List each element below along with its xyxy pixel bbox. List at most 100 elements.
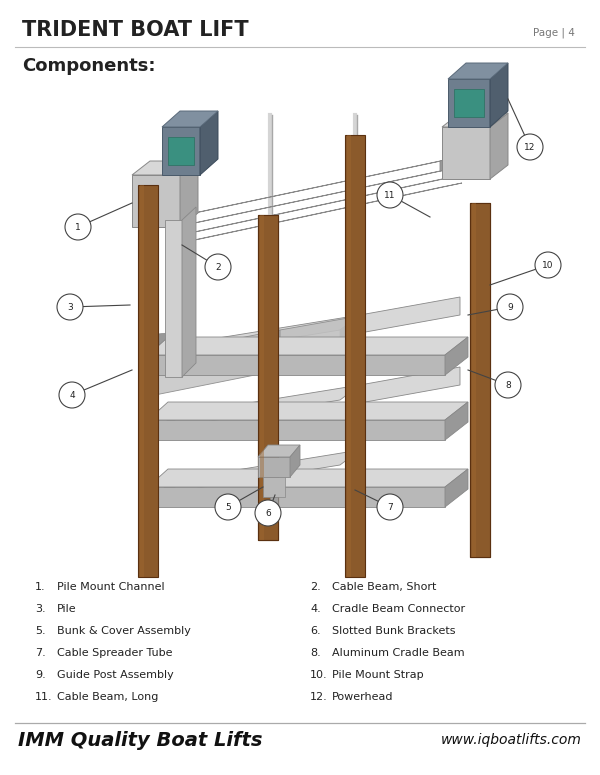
Text: www.iqboatlifts.com: www.iqboatlifts.com (441, 733, 582, 747)
Text: 6: 6 (265, 508, 271, 518)
Polygon shape (175, 157, 460, 217)
Text: Cradle Beam Connector: Cradle Beam Connector (332, 604, 465, 614)
Polygon shape (258, 215, 278, 540)
Polygon shape (454, 89, 484, 117)
Text: 12.: 12. (310, 692, 328, 702)
Text: 9: 9 (507, 302, 513, 312)
Polygon shape (440, 157, 460, 171)
Text: 12: 12 (524, 143, 536, 151)
Polygon shape (165, 220, 182, 377)
Text: 9.: 9. (35, 670, 46, 680)
Text: 7.: 7. (35, 648, 46, 658)
Circle shape (377, 494, 403, 520)
Text: 3: 3 (67, 302, 73, 312)
Polygon shape (180, 175, 462, 235)
Polygon shape (260, 215, 264, 540)
Circle shape (497, 294, 523, 320)
Circle shape (535, 252, 561, 278)
Polygon shape (360, 367, 460, 403)
Text: 11.: 11. (35, 692, 53, 702)
Polygon shape (155, 315, 360, 360)
Polygon shape (148, 355, 445, 375)
Text: Pile: Pile (57, 604, 77, 614)
Polygon shape (445, 402, 468, 440)
Polygon shape (445, 469, 468, 507)
Polygon shape (155, 415, 175, 440)
Polygon shape (340, 315, 360, 340)
Polygon shape (448, 63, 508, 79)
Polygon shape (155, 450, 360, 495)
Polygon shape (445, 337, 468, 375)
Polygon shape (490, 113, 508, 179)
Circle shape (57, 294, 83, 320)
Text: 6.: 6. (310, 626, 320, 636)
Text: Page | 4: Page | 4 (533, 27, 575, 37)
Polygon shape (448, 79, 490, 127)
Circle shape (255, 500, 281, 526)
Text: 7: 7 (387, 502, 393, 512)
Polygon shape (472, 203, 476, 557)
Polygon shape (442, 127, 490, 179)
Polygon shape (360, 297, 460, 333)
Text: 8: 8 (505, 381, 511, 390)
Polygon shape (155, 345, 175, 370)
Polygon shape (490, 63, 508, 127)
Polygon shape (162, 127, 200, 175)
Polygon shape (180, 183, 462, 243)
Text: Powerhead: Powerhead (332, 692, 394, 702)
Circle shape (65, 214, 91, 240)
Text: Guide Post Assembly: Guide Post Assembly (57, 670, 174, 680)
Polygon shape (258, 457, 290, 477)
Text: 10: 10 (542, 260, 554, 270)
Text: Aluminum Cradle Beam: Aluminum Cradle Beam (332, 648, 464, 658)
Text: 4.: 4. (310, 604, 321, 614)
Polygon shape (155, 480, 175, 505)
Polygon shape (180, 161, 198, 227)
Polygon shape (470, 203, 490, 557)
Polygon shape (263, 477, 285, 497)
Text: 10.: 10. (310, 670, 328, 680)
Text: Bunk & Cover Assembly: Bunk & Cover Assembly (57, 626, 191, 636)
Text: Cable Beam, Long: Cable Beam, Long (57, 692, 158, 702)
Polygon shape (200, 111, 218, 175)
Circle shape (59, 382, 85, 408)
Text: Pile Mount Channel: Pile Mount Channel (57, 582, 164, 592)
Polygon shape (148, 333, 168, 355)
Polygon shape (175, 167, 460, 227)
Text: 1.: 1. (35, 582, 46, 592)
Polygon shape (290, 445, 300, 477)
Polygon shape (155, 330, 280, 395)
Polygon shape (138, 185, 158, 577)
Text: Cable Beam, Short: Cable Beam, Short (332, 582, 436, 592)
Circle shape (215, 494, 241, 520)
Text: Slotted Bunk Brackets: Slotted Bunk Brackets (332, 626, 455, 636)
Text: Pile Mount Strap: Pile Mount Strap (332, 670, 424, 680)
Polygon shape (345, 135, 365, 577)
Polygon shape (132, 161, 198, 175)
Text: 5.: 5. (35, 626, 46, 636)
Polygon shape (258, 445, 300, 457)
Polygon shape (148, 420, 445, 440)
Polygon shape (148, 402, 468, 420)
Text: Components:: Components: (22, 57, 155, 75)
Polygon shape (442, 113, 508, 127)
Circle shape (205, 254, 231, 280)
Text: 1: 1 (75, 222, 81, 232)
Circle shape (517, 134, 543, 160)
Text: 11: 11 (384, 191, 396, 199)
Text: 2: 2 (215, 263, 221, 271)
Polygon shape (258, 215, 278, 540)
Circle shape (495, 372, 521, 398)
Polygon shape (168, 137, 194, 165)
Text: 8.: 8. (310, 648, 321, 658)
Text: Cable Spreader Tube: Cable Spreader Tube (57, 648, 173, 658)
Circle shape (377, 182, 403, 208)
Polygon shape (472, 203, 476, 557)
Polygon shape (162, 111, 218, 127)
Polygon shape (140, 185, 144, 577)
Polygon shape (148, 487, 445, 507)
Polygon shape (182, 207, 196, 377)
Polygon shape (347, 135, 351, 577)
Text: 3.: 3. (35, 604, 46, 614)
Polygon shape (148, 469, 468, 487)
